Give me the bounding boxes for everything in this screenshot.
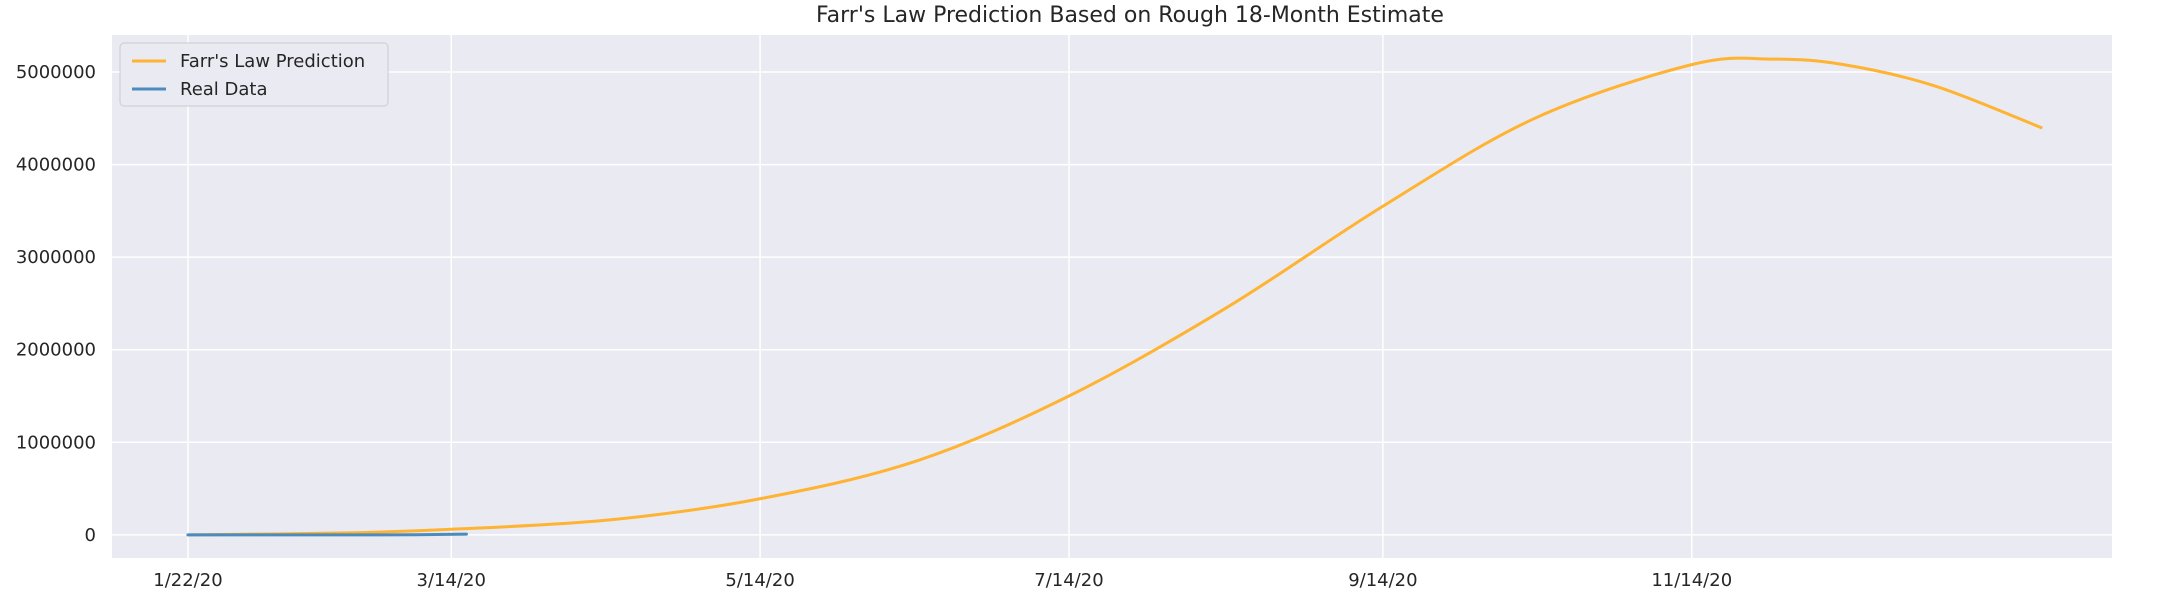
legend-label-farrs-law: Farr's Law Prediction xyxy=(180,51,365,72)
legend-label-real-data: Real Data xyxy=(180,79,268,100)
y-tick-label: 2000000 xyxy=(16,340,96,361)
series-lines xyxy=(186,56,2043,537)
y-tick-label: 1000000 xyxy=(16,432,96,453)
series-line-real-data xyxy=(186,532,468,537)
x-tick-label: 7/14/20 xyxy=(1034,570,1103,591)
y-tick-label: 4000000 xyxy=(16,155,96,176)
y-tick-label: 0 xyxy=(85,525,96,546)
x-tick-label: 11/14/20 xyxy=(1651,570,1732,591)
y-tick-label: 5000000 xyxy=(16,62,96,83)
x-tick-label: 9/14/20 xyxy=(1348,570,1417,591)
plot-background xyxy=(112,35,2112,558)
series-line-farr-s-law-prediction xyxy=(186,56,2043,537)
x-tick-label: 3/14/20 xyxy=(417,570,486,591)
legend: Farr's Law Prediction Real Data xyxy=(119,42,389,107)
x-tick-label: 1/22/20 xyxy=(153,570,222,591)
chart-title: Farr's Law Prediction Based on Rough 18-… xyxy=(816,3,1444,28)
y-axis-ticks: 0 1000000 2000000 3000000 4000000 5000000 xyxy=(16,62,96,546)
x-tick-label: 5/14/20 xyxy=(725,570,794,591)
x-axis-ticks: 1/22/20 3/14/20 5/14/20 7/14/20 9/14/20 11/14… xyxy=(153,570,1732,591)
legend-box xyxy=(119,42,389,107)
y-tick-label: 3000000 xyxy=(16,247,96,268)
